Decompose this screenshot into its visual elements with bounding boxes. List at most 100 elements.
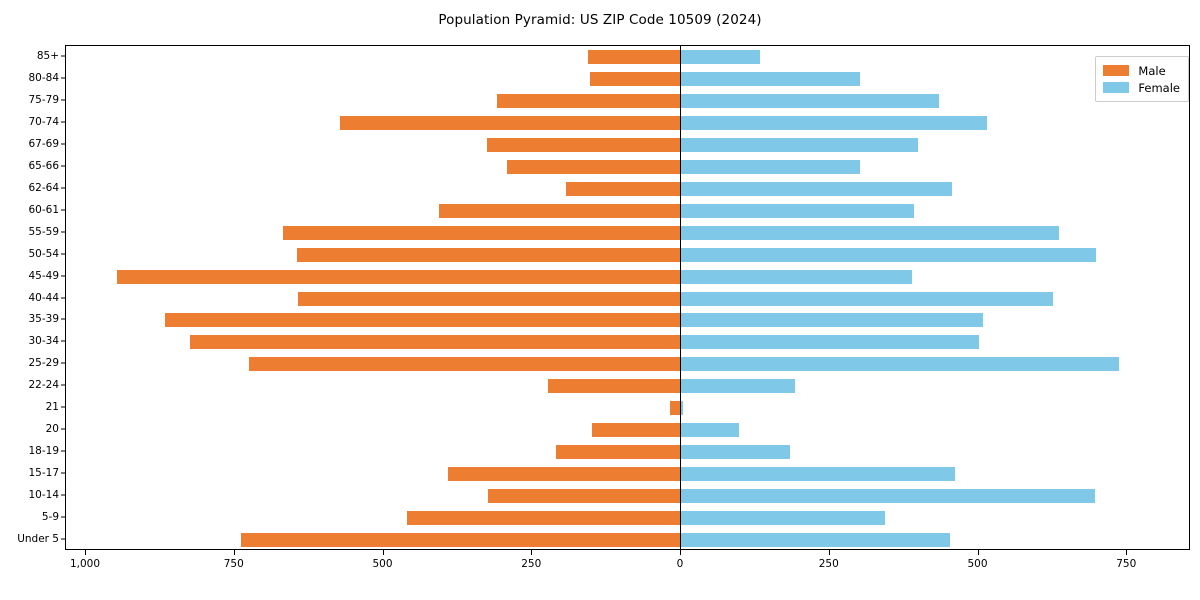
chart-title: Population Pyramid: US ZIP Code 10509 (2… xyxy=(438,12,762,28)
y-tick-label: 55-59 xyxy=(28,225,59,238)
y-tick-mark xyxy=(61,494,65,496)
bar-female[interactable] xyxy=(681,379,796,394)
pyramid-row xyxy=(66,137,1189,152)
pyramid-row xyxy=(66,269,1189,284)
bar-male[interactable] xyxy=(407,511,681,526)
x-tick-mark xyxy=(680,550,681,555)
y-tick-mark xyxy=(61,472,65,474)
y-tick-mark xyxy=(61,187,65,189)
y-tick-mark xyxy=(61,209,65,211)
y-tick-label: 75-79 xyxy=(28,93,59,106)
bar-female[interactable] xyxy=(681,467,956,482)
bar-female[interactable] xyxy=(681,357,1119,372)
bar-male[interactable] xyxy=(189,335,681,350)
bar-male[interactable] xyxy=(589,71,681,86)
y-tick-label: 25-29 xyxy=(28,357,59,370)
plot-area xyxy=(65,45,1190,550)
bar-male[interactable] xyxy=(556,445,681,460)
bar-female[interactable] xyxy=(681,313,984,328)
bar-male[interactable] xyxy=(487,137,681,152)
pyramid-row xyxy=(66,203,1189,218)
legend-entry-male[interactable]: Male xyxy=(1103,62,1180,79)
x-tick-label: 500 xyxy=(967,558,988,570)
bar-female[interactable] xyxy=(681,93,940,108)
y-tick-mark xyxy=(61,165,65,167)
bar-female[interactable] xyxy=(681,115,987,130)
bar-male[interactable] xyxy=(447,467,681,482)
pyramid-row xyxy=(66,511,1189,526)
y-tick-label: 60-61 xyxy=(28,203,59,216)
pyramid-row xyxy=(66,291,1189,306)
y-tick-label: 22-24 xyxy=(28,379,59,392)
y-tick-label: 21 xyxy=(45,401,59,414)
bar-male[interactable] xyxy=(497,93,681,108)
y-tick-mark xyxy=(61,231,65,233)
bar-female[interactable] xyxy=(681,401,684,416)
y-tick-label: 50-54 xyxy=(28,247,59,260)
bar-female[interactable] xyxy=(681,445,790,460)
y-tick-label: Under 5 xyxy=(17,533,59,546)
bar-male[interactable] xyxy=(547,379,681,394)
bar-female[interactable] xyxy=(681,335,980,350)
x-tick-mark xyxy=(1126,550,1128,555)
x-tick-mark xyxy=(828,550,830,555)
bar-male[interactable] xyxy=(438,203,681,218)
y-tick-label: 35-39 xyxy=(28,313,59,326)
bar-female[interactable] xyxy=(681,49,761,64)
legend-entry-female[interactable]: Female xyxy=(1103,79,1180,96)
x-axis: 1,000 750 500 250 0 250 500 750 xyxy=(65,550,1190,590)
x-tick-label: 750 xyxy=(1116,558,1137,570)
bar-male[interactable] xyxy=(588,49,681,64)
pyramid-row xyxy=(66,71,1189,86)
zero-axis-line xyxy=(680,46,682,549)
bar-male[interactable] xyxy=(165,313,681,328)
bar-female[interactable] xyxy=(681,511,886,526)
pyramid-row xyxy=(66,357,1189,372)
y-tick-label: 80-84 xyxy=(28,71,59,84)
legend[interactable]: Male Female xyxy=(1095,56,1189,102)
bar-female[interactable] xyxy=(681,181,952,196)
x-tick-mark xyxy=(977,550,979,555)
bar-male[interactable] xyxy=(116,269,681,284)
bars-container xyxy=(66,46,1189,549)
pyramid-row xyxy=(66,93,1189,108)
bar-female[interactable] xyxy=(681,423,740,438)
y-tick-mark xyxy=(61,297,65,298)
bar-male[interactable] xyxy=(297,247,681,262)
pyramid-row xyxy=(66,401,1189,416)
bar-female[interactable] xyxy=(681,247,1097,262)
x-tick-label: 1,000 xyxy=(69,558,101,570)
x-tick-label: 250 xyxy=(818,558,839,570)
bar-male[interactable] xyxy=(507,159,681,174)
pyramid-row xyxy=(66,423,1189,438)
bar-female[interactable] xyxy=(681,71,861,86)
bar-male[interactable] xyxy=(282,225,681,240)
bar-male[interactable] xyxy=(340,115,681,130)
bar-male[interactable] xyxy=(566,181,681,196)
y-tick-mark xyxy=(61,55,65,57)
bar-female[interactable] xyxy=(681,137,918,152)
pyramid-row xyxy=(66,181,1189,196)
bar-male[interactable] xyxy=(591,423,681,438)
bar-male[interactable] xyxy=(249,357,681,372)
y-tick-label: 5-9 xyxy=(41,511,59,524)
bar-female[interactable] xyxy=(681,203,915,218)
bar-female[interactable] xyxy=(681,159,861,174)
y-tick-mark xyxy=(61,143,65,145)
y-tick-label: 15-17 xyxy=(28,467,59,480)
bar-female[interactable] xyxy=(681,225,1059,240)
bar-male[interactable] xyxy=(298,291,681,306)
bar-female[interactable] xyxy=(681,269,912,284)
bar-female[interactable] xyxy=(681,489,1096,504)
bar-male[interactable] xyxy=(488,489,681,504)
x-tick-label: 750 xyxy=(223,558,244,570)
bar-male[interactable] xyxy=(241,533,681,548)
pyramid-row xyxy=(66,335,1189,350)
bar-female[interactable] xyxy=(681,291,1053,306)
bar-female[interactable] xyxy=(681,533,950,548)
legend-label-male: Male xyxy=(1138,63,1166,78)
bar-male[interactable] xyxy=(670,401,681,416)
x-tick-label: 0 xyxy=(676,558,684,570)
pyramid-row xyxy=(66,379,1189,394)
y-tick-label: 10-14 xyxy=(28,489,59,502)
